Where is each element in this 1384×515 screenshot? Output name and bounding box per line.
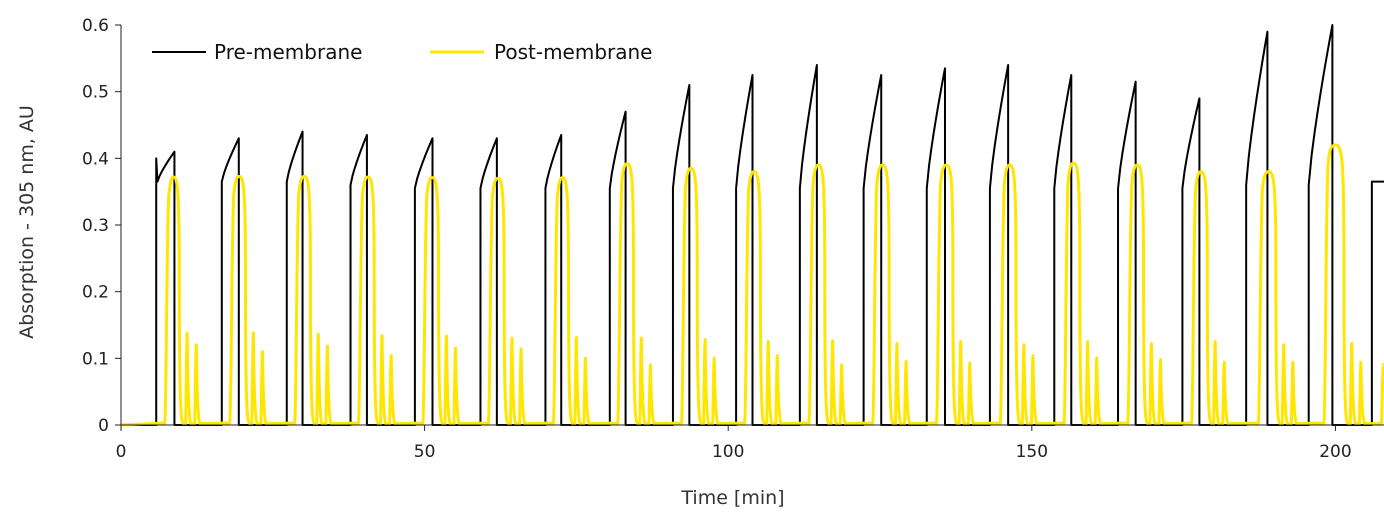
- y-axis-title: Absorption - 305 nm, AU: [16, 105, 38, 339]
- y-tick-label: 0.6: [82, 16, 109, 36]
- x-tick-label: 200: [1319, 442, 1351, 462]
- y-tick-label: 0: [98, 416, 109, 436]
- series-line-post-membrane: [120, 143, 1384, 427]
- x-tick-label: 150: [1016, 442, 1048, 462]
- plot-area: [120, 24, 1384, 427]
- x-tick-label: 50: [414, 442, 436, 462]
- ticks: 0 50 100 150 200 0 0.1 0.2 0.3 0.4 0.5 0.6: [82, 16, 1352, 462]
- x-tick-label: 0: [116, 442, 127, 462]
- y-tick-label: 0.4: [82, 149, 109, 169]
- x-axis-title: Time [min]: [680, 487, 784, 509]
- legend: Pre-membrane Post-membrane: [152, 40, 653, 64]
- y-tick-label: 0.2: [82, 283, 109, 303]
- y-tick-label: 0.5: [82, 83, 109, 103]
- legend-label-pre-membrane: Pre-membrane: [214, 40, 362, 64]
- x-tick-label: 100: [712, 442, 744, 462]
- y-tick-label: 0.1: [82, 349, 109, 369]
- legend-label-post-membrane: Post-membrane: [494, 40, 653, 64]
- series-line-pre-membrane: [121, 24, 1384, 426]
- y-tick-label: 0.3: [82, 216, 109, 236]
